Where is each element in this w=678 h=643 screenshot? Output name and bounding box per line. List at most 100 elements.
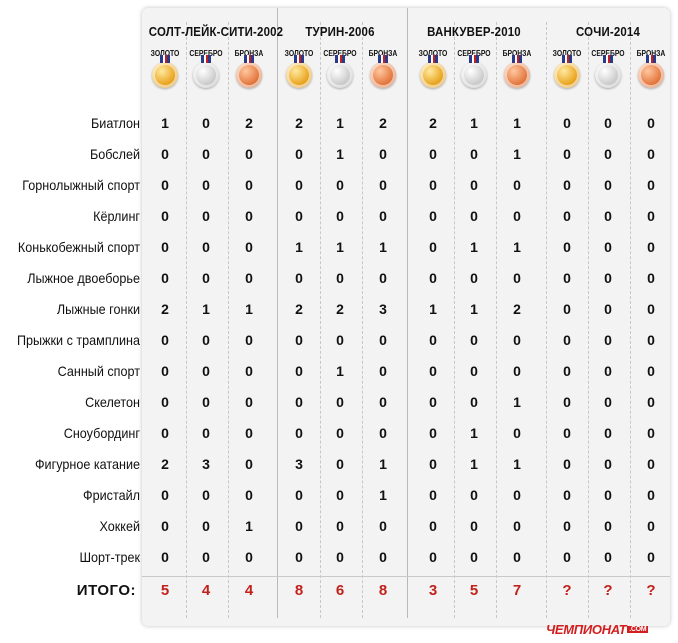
medal-count: 0	[563, 270, 571, 286]
medal-count: 0	[563, 115, 571, 131]
sport-name: Биатлон	[91, 115, 140, 131]
medal-count: 0	[429, 208, 437, 224]
medal-count: 2	[295, 115, 303, 131]
total-count: 7	[512, 582, 522, 599]
medal-label: СЕРЕБРО	[323, 49, 357, 58]
medal-count: 0	[245, 332, 253, 348]
total-count: 5	[160, 582, 170, 599]
silver-medal-icon	[461, 55, 487, 88]
medal-count: 0	[295, 270, 303, 286]
medal-label: ЗОЛОТО	[552, 49, 582, 58]
medal-count: 0	[245, 270, 253, 286]
medal-count: 1	[470, 115, 478, 131]
total-count: 3	[428, 582, 438, 599]
silver-medal-icon	[595, 55, 621, 88]
medal-count: 0	[379, 177, 387, 193]
medal-count: 0	[429, 332, 437, 348]
medal-count: 1	[295, 239, 303, 255]
medal-count: 0	[604, 549, 612, 565]
medal-count: 0	[295, 332, 303, 348]
medal-count: 0	[513, 518, 521, 534]
medal-count: 0	[379, 270, 387, 286]
medal-count: 0	[245, 363, 253, 379]
medal-count: 0	[202, 394, 210, 410]
medal-count: 0	[161, 549, 169, 565]
medal-count: 0	[161, 146, 169, 162]
medal-count: 0	[429, 456, 437, 472]
medal-count: 3	[202, 456, 210, 472]
medal-count: 0	[470, 394, 478, 410]
silver-medal-icon	[327, 55, 353, 88]
sport-name: Хоккей	[99, 518, 140, 534]
medal-header-gold: ЗОЛОТО	[143, 48, 187, 88]
medal-header-gold: ЗОЛОТО	[411, 48, 455, 88]
medal-count: 0	[647, 549, 655, 565]
column-divider	[362, 22, 363, 618]
medal-count: 0	[647, 332, 655, 348]
medal-count: 0	[604, 332, 612, 348]
olympics-header: СОЧИ-2014	[576, 24, 640, 39]
medal-label: СЕРЕБРО	[591, 49, 625, 58]
medal-header-silver: СЕРЕБРО	[452, 48, 496, 88]
medal-count: 0	[647, 177, 655, 193]
column-divider	[546, 22, 547, 618]
sport-name: Лыжное двоеборье	[27, 270, 140, 286]
medal-count: 1	[336, 115, 344, 131]
medal-count: 0	[604, 394, 612, 410]
medal-count: 1	[379, 239, 387, 255]
sport-name: Конькобежный спорт	[17, 239, 140, 255]
gold-medal-icon	[420, 55, 446, 88]
medal-count: 0	[295, 425, 303, 441]
medal-count: 0	[470, 270, 478, 286]
medal-count: 0	[202, 518, 210, 534]
medal-count: 0	[336, 456, 344, 472]
medal-header-bronze: БРОНЗА	[495, 48, 539, 88]
group-divider	[277, 8, 278, 618]
medal-count: 0	[429, 270, 437, 286]
medal-count: 0	[604, 177, 612, 193]
medal-count: 0	[295, 146, 303, 162]
medal-count: 0	[563, 301, 571, 317]
medal-count: 0	[513, 487, 521, 503]
medal-count: 0	[470, 177, 478, 193]
medal-count: 0	[379, 549, 387, 565]
medal-count: 1	[429, 301, 437, 317]
medal-count: 0	[513, 270, 521, 286]
medal-count: 0	[202, 239, 210, 255]
medal-count: 0	[336, 549, 344, 565]
medal-count: 1	[513, 394, 521, 410]
medal-count: 0	[295, 394, 303, 410]
medal-count: 0	[245, 456, 253, 472]
medal-count: 0	[647, 270, 655, 286]
total-label: ИТОГО:	[76, 582, 136, 599]
medal-count: 0	[429, 239, 437, 255]
medal-count: 0	[647, 456, 655, 472]
medal-count: 0	[470, 518, 478, 534]
medal-count: 0	[429, 363, 437, 379]
medal-count: 0	[470, 146, 478, 162]
total-count: 8	[294, 582, 304, 599]
medal-count: 0	[647, 363, 655, 379]
olympics-header: СОЛТ-ЛЕЙК-СИТИ-2002	[148, 24, 284, 39]
medal-count: 0	[604, 270, 612, 286]
medal-count: 0	[161, 487, 169, 503]
medal-count: 0	[647, 487, 655, 503]
medal-count: 0	[245, 425, 253, 441]
medal-count: 2	[295, 301, 303, 317]
medal-count: 0	[202, 146, 210, 162]
medal-count: 0	[336, 177, 344, 193]
column-divider	[228, 22, 229, 618]
column-divider	[186, 22, 187, 618]
medal-count: 0	[336, 270, 344, 286]
total-separator	[142, 576, 670, 577]
medal-count: 0	[470, 332, 478, 348]
medal-count: 0	[379, 363, 387, 379]
medal-count: 0	[295, 487, 303, 503]
medal-count: 2	[161, 456, 169, 472]
group-divider	[407, 8, 408, 618]
medal-count: 2	[245, 115, 253, 131]
medal-count: 0	[604, 239, 612, 255]
sport-name: Кёрлинг	[93, 208, 140, 224]
medal-count: 1	[513, 115, 521, 131]
medal-count: 0	[202, 549, 210, 565]
